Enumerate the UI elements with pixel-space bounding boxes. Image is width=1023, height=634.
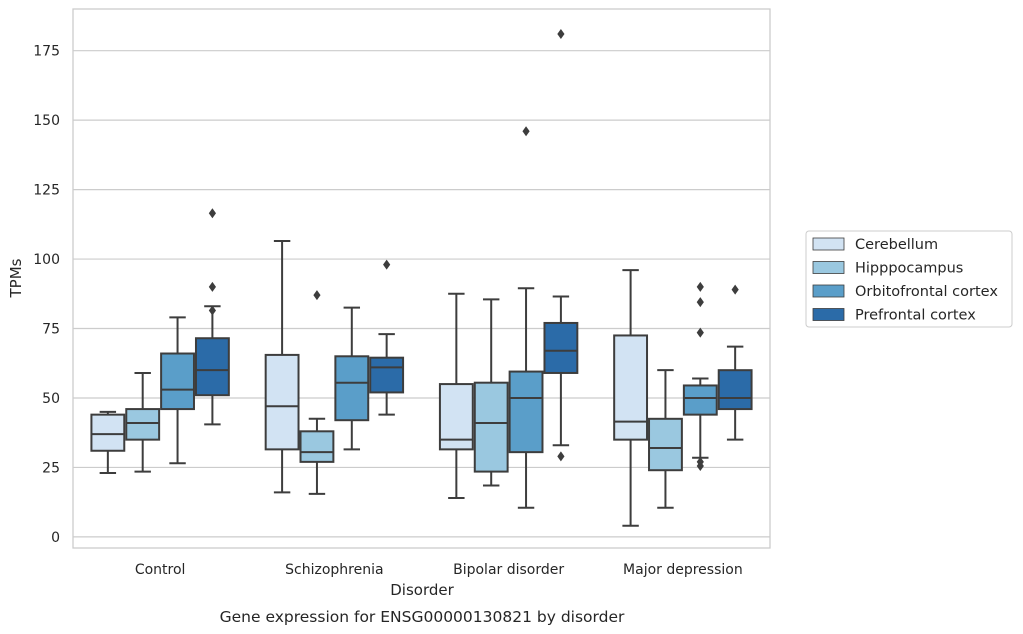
box-plot-area <box>90 29 753 527</box>
box <box>543 321 579 374</box>
box <box>125 408 161 441</box>
y-axis-label: TPMs <box>7 258 25 298</box>
outlier-point <box>208 281 216 292</box>
outlier-point <box>522 126 530 137</box>
legend: Cerebellum Hipppocampus Orbitofrontal cort… <box>805 230 1013 328</box>
outlier-point <box>557 29 565 40</box>
y-tick-labels: 0 25 50 75 100 125 150 175 <box>33 44 60 546</box>
legend-swatch <box>812 284 845 298</box>
y-tick-label: 0 <box>51 530 60 546</box>
outlier-point <box>696 281 704 292</box>
outlier-point <box>557 451 565 462</box>
plot-frame <box>72 8 771 549</box>
x-tick-label: Bipolar disorder <box>453 562 564 578</box>
outlier-point <box>731 284 739 295</box>
legend-swatch <box>812 261 845 274</box>
box <box>90 413 126 452</box>
box <box>508 370 544 454</box>
y-tick-label: 150 <box>33 113 60 129</box>
x-tick-label: Schizophrenia <box>285 562 383 578</box>
x-tick-labels: Control Schizophrenia Bipolar disorder Majo… <box>135 562 743 578</box>
box <box>334 355 370 422</box>
outlier-point <box>208 305 216 316</box>
outlier-point <box>696 327 704 338</box>
outlier-point <box>696 297 704 308</box>
box <box>194 337 230 397</box>
legend-label: Cerebellum <box>855 237 938 253</box>
box <box>438 383 474 451</box>
y-tick-label: 25 <box>42 460 60 476</box>
box <box>473 381 509 473</box>
box <box>369 356 405 394</box>
legend-swatch <box>812 308 845 321</box>
legend-label: Hipppocampus <box>855 261 963 277</box>
y-tick-label: 100 <box>33 252 60 268</box>
box <box>264 353 300 451</box>
box <box>160 352 195 411</box>
x-tick-label: Major depression <box>623 562 743 578</box>
outlier-point <box>383 259 391 270</box>
legend-swatch <box>812 237 845 251</box>
legend-label: Prefrontal cortex <box>855 308 976 324</box>
legend-label: Orbitofrontal cortex <box>855 284 998 300</box>
box <box>682 384 718 416</box>
outlier-point <box>313 290 321 301</box>
x-axis-label: Disorder <box>390 581 454 599</box>
box <box>717 369 753 411</box>
y-tick-label: 125 <box>33 183 60 199</box>
legend-frame <box>805 230 1013 328</box>
y-tick-label: 175 <box>33 44 60 60</box>
x-tick-label: Control <box>135 562 186 578</box>
y-tick-label: 75 <box>42 322 60 338</box>
y-tick-label: 50 <box>42 391 60 407</box>
box <box>613 334 649 441</box>
box <box>299 430 335 463</box>
chart-caption: Gene expression for ENSG00000130821 by d… <box>220 608 625 626</box>
outlier-point <box>696 456 704 467</box>
outlier-point <box>208 208 216 219</box>
box <box>648 417 683 472</box>
